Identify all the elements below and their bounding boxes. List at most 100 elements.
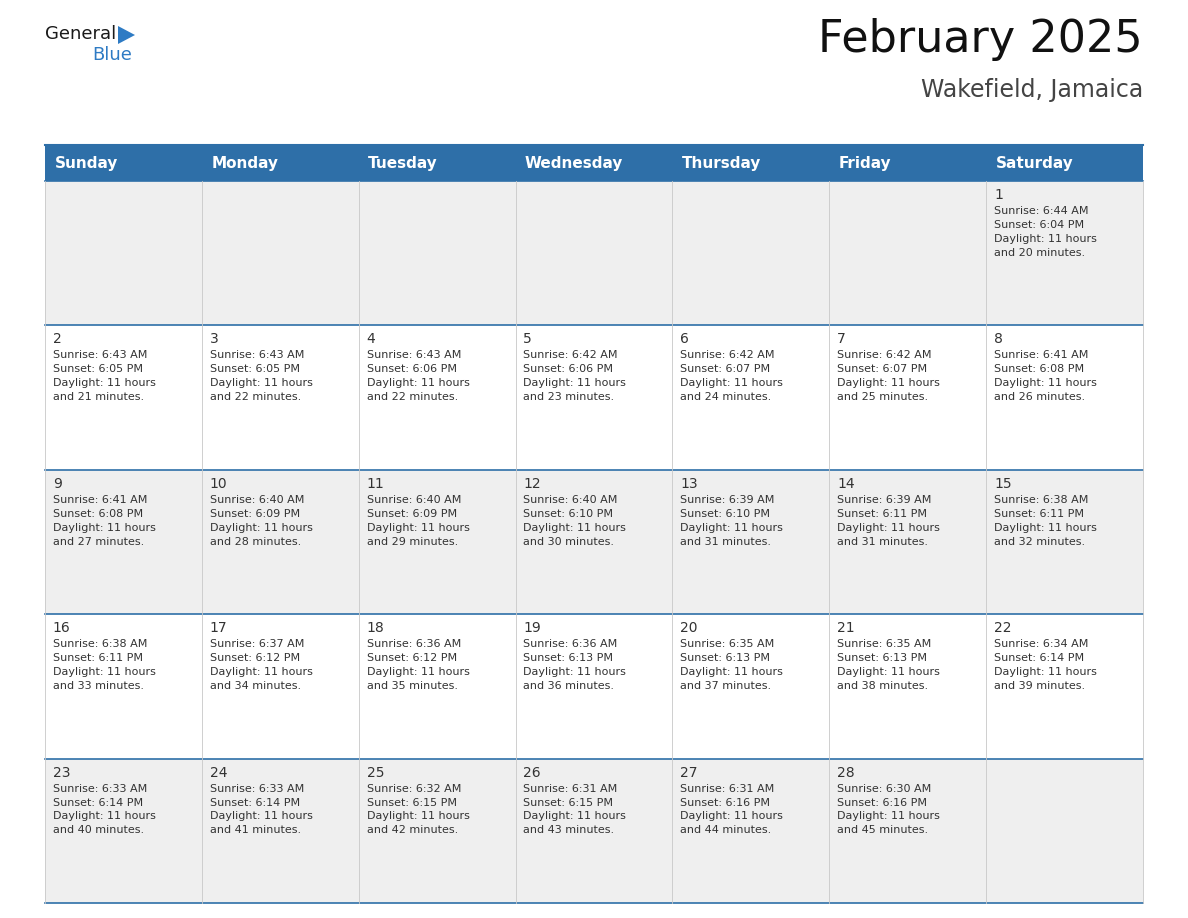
Text: and 22 minutes.: and 22 minutes. bbox=[367, 392, 457, 402]
Text: 10: 10 bbox=[210, 476, 227, 491]
Text: Sunrise: 6:33 AM: Sunrise: 6:33 AM bbox=[210, 784, 304, 794]
Text: Sunrise: 6:36 AM: Sunrise: 6:36 AM bbox=[367, 639, 461, 649]
Text: and 24 minutes.: and 24 minutes. bbox=[681, 392, 771, 402]
Text: Wakefield, Jamaica: Wakefield, Jamaica bbox=[921, 78, 1143, 102]
Text: 18: 18 bbox=[367, 621, 384, 635]
Bar bbox=[829, 145, 986, 181]
Text: Sunset: 6:05 PM: Sunset: 6:05 PM bbox=[210, 364, 299, 375]
Text: and 31 minutes.: and 31 minutes. bbox=[838, 536, 928, 546]
Text: 6: 6 bbox=[681, 332, 689, 346]
Text: 24: 24 bbox=[210, 766, 227, 779]
Text: 28: 28 bbox=[838, 766, 854, 779]
Text: and 34 minutes.: and 34 minutes. bbox=[210, 681, 301, 691]
Text: 20: 20 bbox=[681, 621, 697, 635]
Text: 2: 2 bbox=[52, 332, 62, 346]
Text: Daylight: 11 hours: Daylight: 11 hours bbox=[524, 522, 626, 532]
Text: Blue: Blue bbox=[91, 46, 132, 64]
Text: Sunrise: 6:43 AM: Sunrise: 6:43 AM bbox=[367, 351, 461, 361]
Text: 4: 4 bbox=[367, 332, 375, 346]
Bar bbox=[516, 145, 672, 181]
Text: 27: 27 bbox=[681, 766, 697, 779]
Text: Sunrise: 6:33 AM: Sunrise: 6:33 AM bbox=[52, 784, 147, 794]
Text: and 28 minutes.: and 28 minutes. bbox=[210, 536, 301, 546]
Text: 14: 14 bbox=[838, 476, 854, 491]
Text: 3: 3 bbox=[210, 332, 219, 346]
Text: Sunset: 6:12 PM: Sunset: 6:12 PM bbox=[210, 653, 299, 663]
Text: and 30 minutes.: and 30 minutes. bbox=[524, 536, 614, 546]
Text: Sunset: 6:16 PM: Sunset: 6:16 PM bbox=[681, 798, 770, 808]
Text: Sunset: 6:12 PM: Sunset: 6:12 PM bbox=[367, 653, 456, 663]
Text: Sunrise: 6:41 AM: Sunrise: 6:41 AM bbox=[994, 351, 1088, 361]
Text: Sunrise: 6:30 AM: Sunrise: 6:30 AM bbox=[838, 784, 931, 794]
Text: and 44 minutes.: and 44 minutes. bbox=[681, 825, 771, 835]
Text: Daylight: 11 hours: Daylight: 11 hours bbox=[994, 667, 1097, 677]
Text: Daylight: 11 hours: Daylight: 11 hours bbox=[52, 667, 156, 677]
Text: and 33 minutes.: and 33 minutes. bbox=[52, 681, 144, 691]
Text: 25: 25 bbox=[367, 766, 384, 779]
Text: Sunday: Sunday bbox=[55, 155, 118, 171]
Text: Sunset: 6:09 PM: Sunset: 6:09 PM bbox=[367, 509, 456, 519]
Text: Sunrise: 6:32 AM: Sunrise: 6:32 AM bbox=[367, 784, 461, 794]
Text: Tuesday: Tuesday bbox=[368, 155, 438, 171]
Bar bbox=[45, 614, 1143, 758]
Text: Sunset: 6:05 PM: Sunset: 6:05 PM bbox=[52, 364, 143, 375]
Text: 23: 23 bbox=[52, 766, 70, 779]
Text: Sunset: 6:09 PM: Sunset: 6:09 PM bbox=[210, 509, 299, 519]
Text: and 22 minutes.: and 22 minutes. bbox=[210, 392, 301, 402]
Text: Saturday: Saturday bbox=[996, 155, 1073, 171]
Text: Sunrise: 6:31 AM: Sunrise: 6:31 AM bbox=[524, 784, 618, 794]
Text: Sunset: 6:15 PM: Sunset: 6:15 PM bbox=[524, 798, 613, 808]
Text: 7: 7 bbox=[838, 332, 846, 346]
Bar bbox=[45, 181, 1143, 325]
Text: Daylight: 11 hours: Daylight: 11 hours bbox=[210, 522, 312, 532]
Text: Sunset: 6:11 PM: Sunset: 6:11 PM bbox=[52, 653, 143, 663]
Text: Sunset: 6:11 PM: Sunset: 6:11 PM bbox=[994, 509, 1083, 519]
Text: Daylight: 11 hours: Daylight: 11 hours bbox=[994, 378, 1097, 388]
Text: and 29 minutes.: and 29 minutes. bbox=[367, 536, 457, 546]
Text: and 27 minutes.: and 27 minutes. bbox=[52, 536, 144, 546]
Text: Sunrise: 6:40 AM: Sunrise: 6:40 AM bbox=[367, 495, 461, 505]
Text: Monday: Monday bbox=[211, 155, 278, 171]
Text: Daylight: 11 hours: Daylight: 11 hours bbox=[210, 812, 312, 822]
Text: Sunrise: 6:42 AM: Sunrise: 6:42 AM bbox=[681, 351, 775, 361]
Text: and 41 minutes.: and 41 minutes. bbox=[210, 825, 301, 835]
Text: Sunrise: 6:39 AM: Sunrise: 6:39 AM bbox=[681, 495, 775, 505]
Text: Daylight: 11 hours: Daylight: 11 hours bbox=[210, 667, 312, 677]
Text: and 26 minutes.: and 26 minutes. bbox=[994, 392, 1085, 402]
Text: Sunset: 6:04 PM: Sunset: 6:04 PM bbox=[994, 220, 1085, 230]
Text: Sunset: 6:11 PM: Sunset: 6:11 PM bbox=[838, 509, 927, 519]
Text: Sunrise: 6:40 AM: Sunrise: 6:40 AM bbox=[210, 495, 304, 505]
Text: Daylight: 11 hours: Daylight: 11 hours bbox=[838, 667, 940, 677]
Text: and 38 minutes.: and 38 minutes. bbox=[838, 681, 928, 691]
Text: Sunset: 6:16 PM: Sunset: 6:16 PM bbox=[838, 798, 927, 808]
Text: Sunset: 6:15 PM: Sunset: 6:15 PM bbox=[367, 798, 456, 808]
Text: Sunrise: 6:42 AM: Sunrise: 6:42 AM bbox=[838, 351, 931, 361]
Text: and 32 minutes.: and 32 minutes. bbox=[994, 536, 1085, 546]
Bar bbox=[45, 758, 1143, 903]
Text: Sunset: 6:13 PM: Sunset: 6:13 PM bbox=[524, 653, 613, 663]
Text: Daylight: 11 hours: Daylight: 11 hours bbox=[52, 812, 156, 822]
Text: Daylight: 11 hours: Daylight: 11 hours bbox=[994, 522, 1097, 532]
Bar bbox=[986, 145, 1143, 181]
Bar bbox=[45, 325, 1143, 470]
Text: and 37 minutes.: and 37 minutes. bbox=[681, 681, 771, 691]
Text: 26: 26 bbox=[524, 766, 541, 779]
Text: and 40 minutes.: and 40 minutes. bbox=[52, 825, 144, 835]
Text: Daylight: 11 hours: Daylight: 11 hours bbox=[838, 522, 940, 532]
Text: Daylight: 11 hours: Daylight: 11 hours bbox=[210, 378, 312, 388]
Text: 11: 11 bbox=[367, 476, 384, 491]
Text: Sunset: 6:06 PM: Sunset: 6:06 PM bbox=[524, 364, 613, 375]
Text: and 23 minutes.: and 23 minutes. bbox=[524, 392, 614, 402]
Text: Sunrise: 6:31 AM: Sunrise: 6:31 AM bbox=[681, 784, 775, 794]
Text: and 39 minutes.: and 39 minutes. bbox=[994, 681, 1085, 691]
Text: Daylight: 11 hours: Daylight: 11 hours bbox=[681, 522, 783, 532]
Text: and 31 minutes.: and 31 minutes. bbox=[681, 536, 771, 546]
Bar bbox=[45, 145, 202, 181]
Polygon shape bbox=[118, 26, 135, 44]
Text: 16: 16 bbox=[52, 621, 70, 635]
Text: Sunset: 6:07 PM: Sunset: 6:07 PM bbox=[838, 364, 928, 375]
Text: Daylight: 11 hours: Daylight: 11 hours bbox=[367, 812, 469, 822]
Text: Daylight: 11 hours: Daylight: 11 hours bbox=[524, 378, 626, 388]
Text: and 25 minutes.: and 25 minutes. bbox=[838, 392, 928, 402]
Text: Daylight: 11 hours: Daylight: 11 hours bbox=[681, 667, 783, 677]
